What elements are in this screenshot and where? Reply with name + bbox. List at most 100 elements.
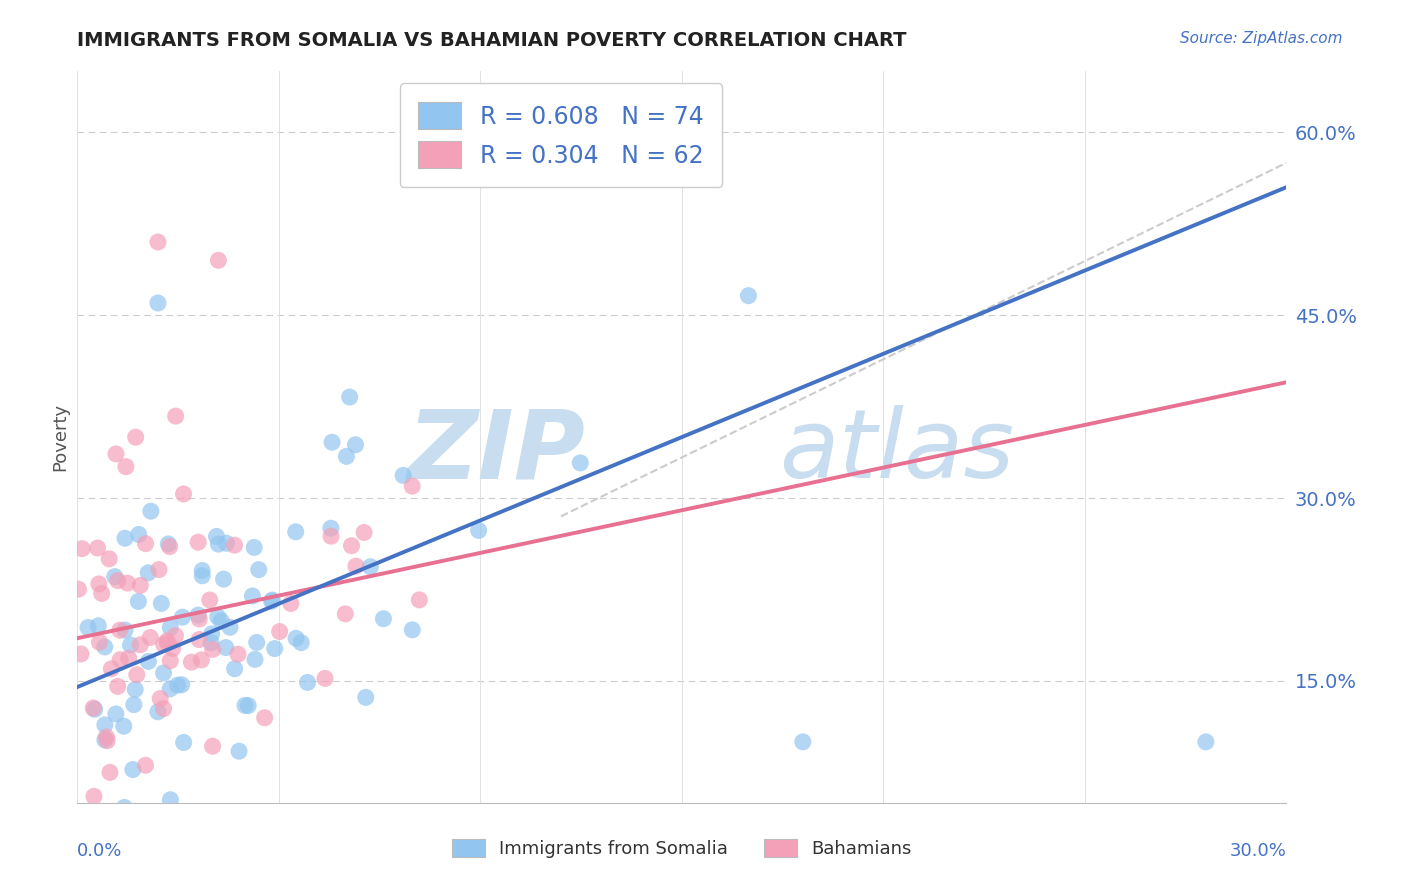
Point <box>70 647 93 661</box>
Point <box>737 288 759 302</box>
Point <box>129 578 152 592</box>
Point <box>188 612 211 626</box>
Point <box>150 596 173 610</box>
Point <box>373 612 395 626</box>
Text: 30.0%: 30.0% <box>1230 842 1286 860</box>
Point <box>165 409 187 423</box>
Point <box>243 652 266 666</box>
Point <box>165 629 187 643</box>
Point <box>70 541 93 556</box>
Point <box>170 678 193 692</box>
Point <box>118 651 141 665</box>
Point <box>139 504 162 518</box>
Point <box>94 733 117 747</box>
Point <box>335 607 357 621</box>
Point <box>233 698 256 713</box>
Point <box>107 574 129 588</box>
Point <box>89 635 111 649</box>
Point <box>128 527 150 541</box>
Point <box>280 596 302 610</box>
Point <box>224 538 246 552</box>
Point <box>108 653 131 667</box>
Point <box>114 531 136 545</box>
Point <box>290 635 312 649</box>
Point <box>98 551 121 566</box>
Point <box>339 390 361 404</box>
Point <box>354 690 377 705</box>
Text: IMMIGRANTS FROM SOMALIA VS BAHAMIAN POVERTY CORRELATION CHART: IMMIGRANTS FROM SOMALIA VS BAHAMIAN POVE… <box>77 31 907 50</box>
Point <box>107 679 129 693</box>
Point <box>100 662 122 676</box>
Point <box>122 698 145 712</box>
Point <box>104 447 127 461</box>
Point <box>114 623 136 637</box>
Point <box>260 594 283 608</box>
Point <box>263 641 285 656</box>
Point <box>353 525 375 540</box>
Point <box>152 701 174 715</box>
Point <box>200 636 222 650</box>
Point <box>148 563 170 577</box>
Point <box>319 529 342 543</box>
Point <box>297 675 319 690</box>
Point <box>83 702 105 716</box>
Point <box>159 621 181 635</box>
Point <box>149 691 172 706</box>
Point <box>104 706 127 721</box>
Point <box>344 438 367 452</box>
Point <box>90 586 112 600</box>
Point <box>340 539 363 553</box>
Y-axis label: Poverty: Poverty <box>51 403 69 471</box>
Point <box>253 711 276 725</box>
Point <box>284 524 307 539</box>
Point <box>172 610 194 624</box>
Point <box>125 430 148 444</box>
Point <box>226 647 249 661</box>
Point <box>180 655 202 669</box>
Point <box>146 235 169 249</box>
Point <box>209 614 232 628</box>
Point <box>243 541 266 555</box>
Point <box>77 621 100 635</box>
Point <box>242 589 264 603</box>
Point <box>122 763 145 777</box>
Point <box>157 537 180 551</box>
Point <box>96 730 118 744</box>
Point <box>238 698 260 713</box>
Point <box>224 662 246 676</box>
Point <box>408 593 430 607</box>
Point <box>1195 735 1218 749</box>
Point <box>93 640 115 654</box>
Point <box>87 619 110 633</box>
Point <box>207 609 229 624</box>
Point <box>139 631 162 645</box>
Point <box>146 705 169 719</box>
Point <box>207 537 229 551</box>
Point <box>792 735 814 749</box>
Point <box>187 535 209 549</box>
Point <box>359 559 381 574</box>
Point <box>117 576 139 591</box>
Point <box>201 739 224 754</box>
Point <box>166 678 188 692</box>
Point <box>201 642 224 657</box>
Point <box>401 479 423 493</box>
Point <box>152 638 174 652</box>
Point <box>159 793 181 807</box>
Point <box>187 608 209 623</box>
Legend: Immigrants from Somalia, Bahamians: Immigrants from Somalia, Bahamians <box>443 830 921 867</box>
Point <box>344 559 367 574</box>
Point <box>96 733 118 747</box>
Point <box>191 564 214 578</box>
Point <box>173 735 195 749</box>
Point <box>82 701 104 715</box>
Point <box>215 536 238 550</box>
Text: 0.0%: 0.0% <box>77 842 122 860</box>
Point <box>159 681 181 696</box>
Point <box>136 566 159 580</box>
Point <box>124 682 146 697</box>
Point <box>129 638 152 652</box>
Point <box>319 521 342 535</box>
Point <box>134 758 156 772</box>
Point <box>67 582 90 597</box>
